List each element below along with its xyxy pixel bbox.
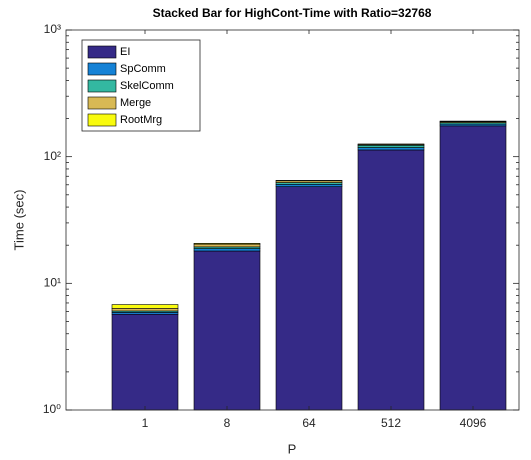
x-tick-label: 8 bbox=[224, 416, 231, 430]
x-tick-label: 64 bbox=[302, 416, 316, 430]
legend: EI SpComm SkelComm Merge RootMrg bbox=[81, 39, 201, 132]
plot-box bbox=[65, 29, 520, 411]
y-tick-label: 10² bbox=[44, 149, 61, 163]
bar-segment bbox=[357, 147, 425, 151]
bar-segment bbox=[111, 304, 179, 309]
legend-label: EI bbox=[120, 46, 130, 58]
legend-swatch bbox=[87, 45, 117, 59]
bar-segment bbox=[111, 313, 179, 411]
bar-segment bbox=[275, 186, 343, 411]
legend-swatch bbox=[87, 96, 117, 110]
bar-segment bbox=[439, 120, 507, 122]
bar-segment bbox=[357, 149, 425, 411]
bar-segment bbox=[193, 243, 261, 245]
bar-segment bbox=[275, 184, 343, 187]
legend-label: SpComm bbox=[120, 63, 166, 75]
legend-label: SkelComm bbox=[120, 80, 174, 92]
x-axis-label: P bbox=[288, 441, 297, 456]
legend-swatch bbox=[87, 62, 117, 76]
y-axis-label: Time (sec) bbox=[11, 190, 26, 251]
bar-segment bbox=[193, 250, 261, 411]
chart-title: Stacked Bar for HighCont-Time with Ratio… bbox=[153, 6, 432, 20]
x-tick-label: 512 bbox=[381, 416, 401, 430]
y-tick-label: 10³ bbox=[44, 22, 61, 36]
legend-label: Merge bbox=[120, 97, 151, 109]
y-tick-label: 10¹ bbox=[44, 276, 61, 290]
x-tick-label: 1 bbox=[142, 416, 149, 430]
x-tick-label: 4096 bbox=[460, 416, 487, 430]
bar-segment bbox=[193, 243, 261, 248]
bar-segment bbox=[111, 308, 179, 312]
legend-swatch bbox=[87, 113, 117, 127]
legend-label: RootMrg bbox=[120, 114, 162, 126]
y-tick-label: 10⁰ bbox=[43, 402, 61, 416]
bar-segment bbox=[357, 144, 425, 148]
bar-segment bbox=[193, 248, 261, 252]
legend-swatch bbox=[87, 79, 117, 93]
bar-segment bbox=[439, 125, 507, 411]
